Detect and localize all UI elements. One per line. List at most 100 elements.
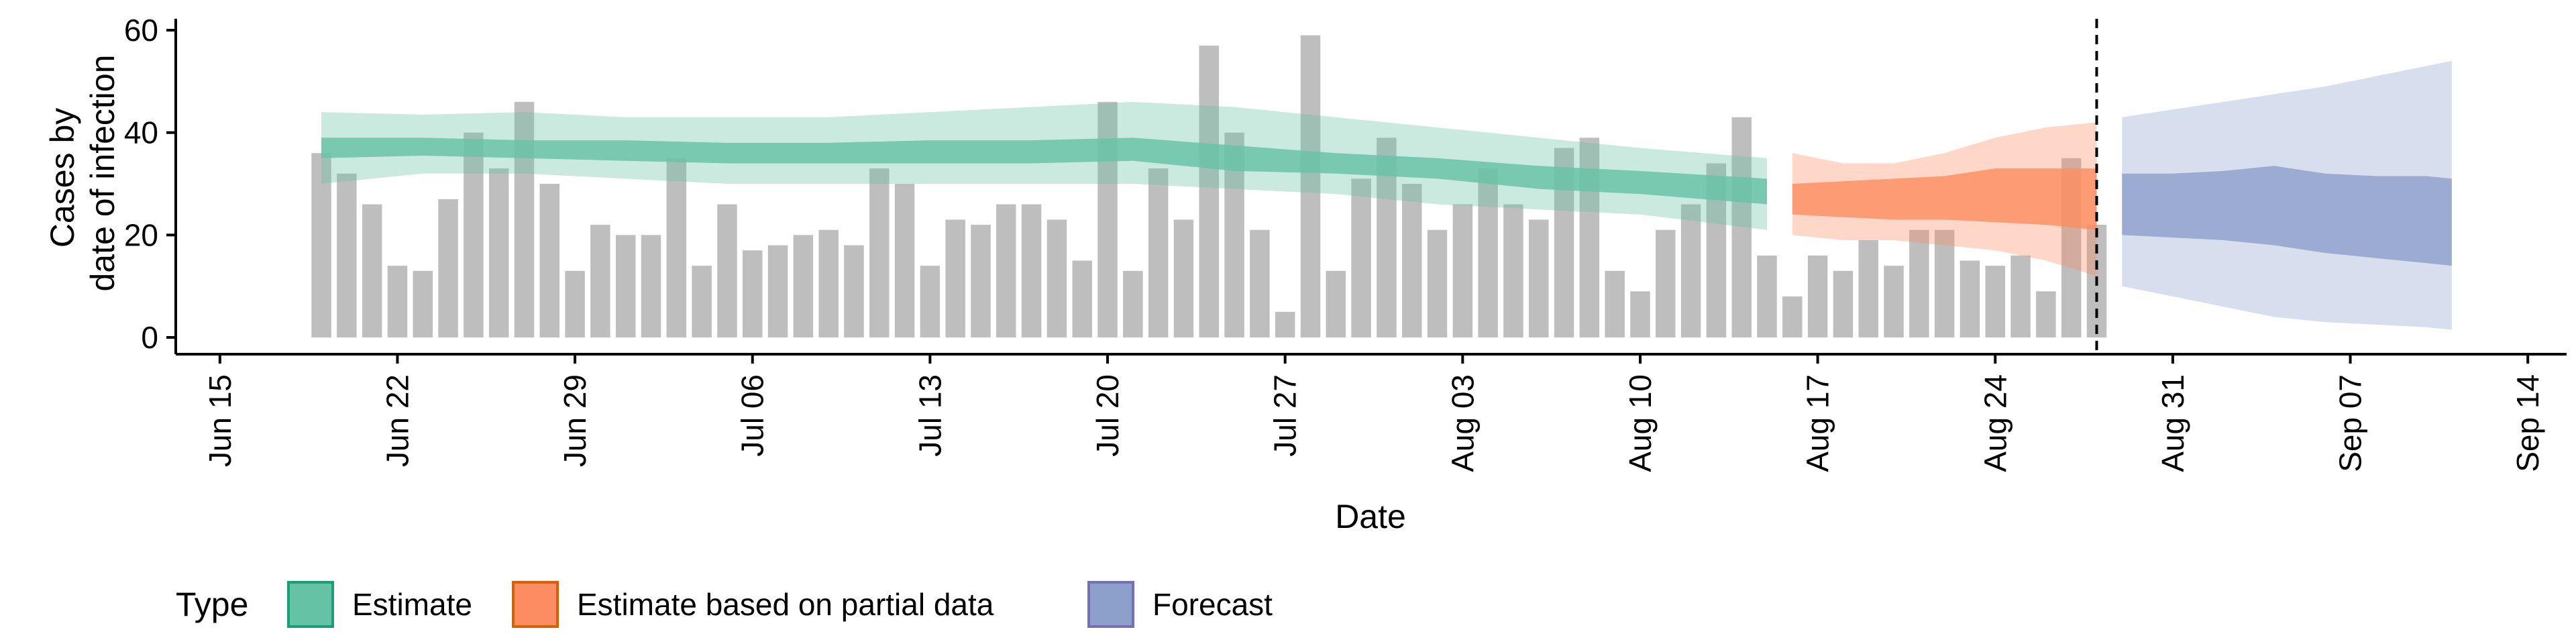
case-bar [1731,117,1752,337]
legend-label: Estimate based on partial data [577,587,994,622]
case-bar [1528,219,1549,337]
legend-entries: Estimate Estimate based on partial data Fo… [287,581,1273,628]
case-bar [641,235,661,337]
case-bar [565,270,585,337]
legend: Type Estimate Estimate based on partial d… [176,581,1273,628]
case-bar [539,184,560,337]
case-bar [1680,204,1701,337]
x-tick-label: Jul 13 [912,374,947,457]
case-bar [311,153,331,337]
plot-area [311,19,2452,354]
x-axis-title: Date [1335,498,1406,535]
x-tick-label: Sep 07 [2333,374,2368,472]
case-bar [996,204,1016,337]
case-bar [2010,255,2031,337]
case-bar [1072,260,1092,337]
estimate-based-on-partial-data-band-50 [1792,168,2097,230]
x-tick-label: Aug 10 [1623,374,1658,472]
case-bar [717,204,737,337]
case-bar [1199,45,1220,338]
x-tick-label: Jun 22 [380,374,415,467]
legend-swatch [287,581,334,628]
legend-swatch [512,581,559,628]
x-tick-label: Aug 03 [1445,374,1480,472]
case-bar [590,225,610,337]
case-bar [1833,270,1854,337]
legend-swatch [1087,581,1134,628]
x-tick-label: Sep 14 [2510,374,2545,472]
case-bar [615,235,636,337]
legend-label: Estimate [352,587,472,622]
case-bar [1123,270,1143,337]
case-bar [1503,204,1523,337]
case-bar [1250,229,1270,337]
case-bar [894,184,915,337]
estimate-band-90 [321,101,1767,230]
case-bar [1909,229,1929,337]
case-bar [793,235,814,337]
case-bar [1884,266,1904,337]
case-bar [362,204,382,337]
x-tick-label: Aug 24 [1978,374,2012,472]
y-axis-title-line-1: Cases by [44,108,81,248]
case-bar [1173,219,1194,337]
case-bar [1275,311,1295,337]
case-bar [1605,270,1625,337]
x-tick-label: Aug 17 [1801,374,1835,472]
x-tick-label: Jul 06 [735,374,770,457]
y-tick-label: 0 [141,320,158,355]
case-bar [945,219,965,337]
case-bar [1782,296,1803,337]
case-bar [438,199,458,337]
case-bar [464,132,484,337]
x-tick-label: Aug 31 [2155,374,2190,472]
x-tick-label: Jul 20 [1090,374,1125,457]
case-bar [2036,291,2056,337]
case-bar [818,229,839,337]
y-tick-label: 60 [124,13,158,48]
legend-label: Forecast [1152,587,1273,622]
bars-layer [311,35,2107,338]
case-bar [869,168,890,337]
case-bar [1934,229,1955,337]
case-bar [413,270,433,337]
case-bar [1427,229,1448,337]
legend-title: Type [176,586,248,623]
y-axis-title: Cases by date of infection [44,54,121,291]
case-bar [387,266,408,337]
case-bar [1401,184,1422,337]
y-axis-title-line-2: date of infection [84,54,121,291]
bands-layer [321,60,2452,330]
x-tick-label: Jun 15 [203,374,237,467]
case-bar [1960,260,1980,337]
case-bar [1757,255,1777,337]
case-bar [692,266,712,337]
case-bar [488,168,509,337]
case-bar [1326,270,1346,337]
case-bar [1858,239,1878,337]
forecast-band-50 [2122,166,2452,266]
case-bar [1300,35,1321,338]
case-bar [1985,266,2006,337]
x-tick-label: Jul 27 [1268,374,1303,457]
case-bar [1452,204,1473,337]
y-ticks: 0 20 40 60 [124,13,176,355]
case-bar [1046,219,1067,337]
case-bar [767,245,788,337]
x-tick-label: Jun 29 [557,374,592,467]
case-bar [920,266,941,337]
case-bar [1630,291,1650,337]
case-bar [666,158,687,338]
case-bar [742,250,763,337]
y-tick-label: 40 [124,115,158,150]
case-bar [1351,178,1371,337]
case-bar [1478,168,1498,337]
case-bar [971,225,991,337]
case-bar [1656,229,1676,337]
case-bar [1021,204,1042,337]
y-tick-label: 20 [124,217,158,252]
case-bar [1807,255,1828,337]
x-ticks: Jun 15 Jun 22 Jun 29 Jul 06 Jul 13 Jul 20 Jul … [203,354,2545,472]
case-bar [1148,168,1169,337]
